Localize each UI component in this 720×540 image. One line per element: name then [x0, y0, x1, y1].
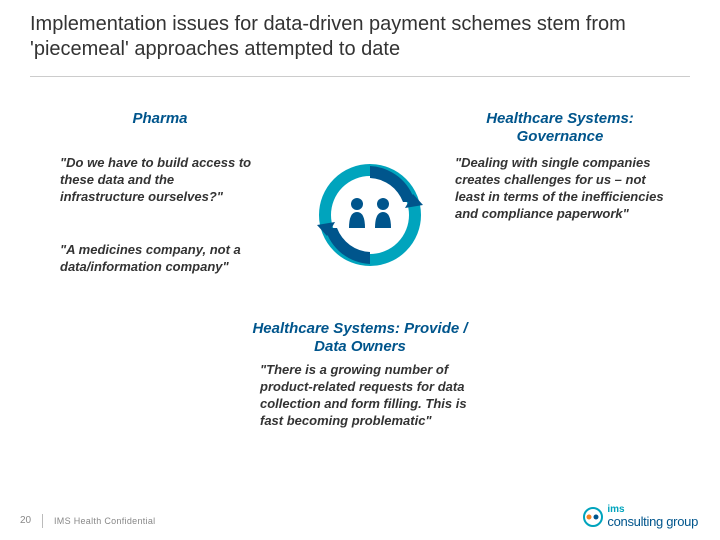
confidential-label: IMS Health Confidential — [54, 516, 155, 526]
cycle-graphic — [315, 160, 425, 270]
pharma-quote-2: "A medicines company, not a data/informa… — [60, 242, 255, 276]
logo-sub: consulting group — [607, 515, 698, 528]
governance-heading: Healthcare Systems: Governance — [450, 110, 670, 146]
footer-divider — [42, 514, 43, 528]
governance-quote: "Dealing with single companies creates c… — [455, 155, 665, 223]
ims-logo: ims consulting group — [583, 505, 698, 528]
provide-quote: "There is a growing number of product-re… — [260, 362, 470, 430]
logo-text: ims consulting group — [607, 505, 698, 528]
slide-title: Implementation issues for data-driven pa… — [30, 12, 690, 62]
footer: 20 IMS Health Confidential ims consultin… — [0, 504, 720, 526]
page-number: 20 — [20, 515, 31, 526]
provide-heading: Healthcare Systems: Provide / Data Owner… — [250, 320, 470, 356]
logo-mark-icon — [583, 507, 603, 527]
pharma-heading: Pharma — [80, 110, 240, 128]
title-rule — [30, 76, 690, 77]
cycle-icon — [315, 160, 425, 270]
pharma-quote-1: "Do we have to build access to these dat… — [60, 155, 255, 206]
